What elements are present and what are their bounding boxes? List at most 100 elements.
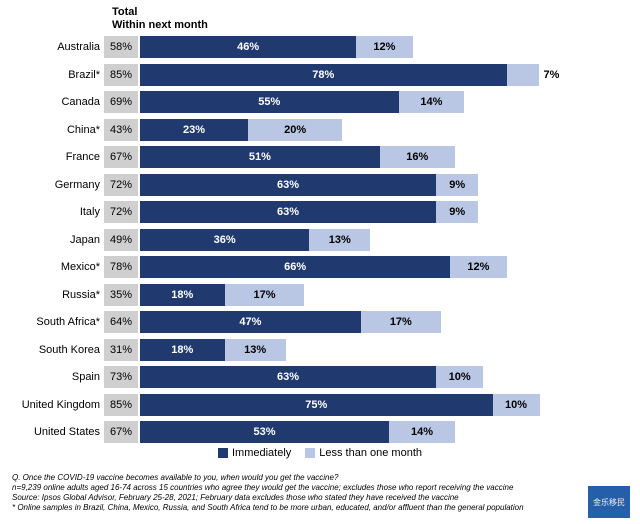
total-cell: 85% (104, 64, 138, 86)
legend-label-immediate: Immediately (232, 447, 291, 459)
bar-segment-ltm: 16% (380, 146, 455, 168)
bar-segment-immediate: 55% (140, 91, 399, 113)
bar-label-ltm: 7% (544, 69, 560, 81)
legend-ltm: Less than one month (305, 447, 422, 459)
bar-track: 51%16% (140, 146, 628, 168)
total-cell: 35% (104, 284, 138, 306)
bar-row: France67%51%16% (12, 146, 628, 168)
bar-segment-immediate: 78% (140, 64, 507, 86)
bar-segment-ltm: 10% (436, 366, 483, 388)
bar-segment-immediate: 63% (140, 174, 436, 196)
bar-segment-immediate: 18% (140, 284, 225, 306)
footnote-line: n=9,239 online adults aged 16-74 across … (12, 483, 628, 493)
bar-segment-ltm: 14% (389, 421, 455, 443)
bar-segment-immediate: 23% (140, 119, 248, 141)
bar-track: 63%9% (140, 174, 628, 196)
bar-track: 46%12% (140, 36, 628, 58)
bar-track: 78%7% (140, 64, 628, 86)
footnote-line: * Online samples in Brazil, China, Mexic… (12, 503, 628, 513)
country-label: South Africa* (12, 316, 104, 328)
bar-row: United States67%53%14% (12, 421, 628, 443)
bar-segment-ltm: 10% (493, 394, 540, 416)
bar-segment-ltm: 17% (361, 311, 441, 333)
chart-header: Total Within next month (112, 6, 628, 32)
country-label: China* (12, 124, 104, 136)
total-cell: 72% (104, 201, 138, 223)
bar-row: Canada69%55%14% (12, 91, 628, 113)
total-cell: 69% (104, 91, 138, 113)
bar-segment-immediate: 46% (140, 36, 356, 58)
bar-segment-ltm: 7% (507, 64, 540, 86)
bar-segment-ltm: 20% (248, 119, 342, 141)
bar-track: 53%14% (140, 421, 628, 443)
total-cell: 64% (104, 311, 138, 333)
watermark-badge: 金乐移民 (588, 486, 630, 518)
country-label: Russia* (12, 289, 104, 301)
bar-row: Brazil*85%78%7% (12, 64, 628, 86)
bar-track: 63%10% (140, 366, 628, 388)
bar-track: 18%13% (140, 339, 628, 361)
bar-segment-ltm: 9% (436, 201, 478, 223)
country-label: South Korea (12, 344, 104, 356)
legend-swatch-ltm (305, 448, 315, 458)
country-label: Spain (12, 371, 104, 383)
total-cell: 67% (104, 146, 138, 168)
bar-segment-immediate: 75% (140, 394, 493, 416)
bar-row: South Korea31%18%13% (12, 339, 628, 361)
bar-row: Mexico*78%66%12% (12, 256, 628, 278)
bar-segment-ltm: 17% (225, 284, 305, 306)
total-cell: 67% (104, 421, 138, 443)
bar-row: Russia*35%18%17% (12, 284, 628, 306)
country-label: Germany (12, 179, 104, 191)
country-label: Australia (12, 41, 104, 53)
bar-track: 47%17% (140, 311, 628, 333)
legend-immediate: Immediately (218, 447, 291, 459)
bar-row: Australia58%46%12% (12, 36, 628, 58)
legend-label-ltm: Less than one month (319, 447, 422, 459)
bar-segment-immediate: 47% (140, 311, 361, 333)
bar-segment-immediate: 63% (140, 366, 436, 388)
bar-segment-immediate: 53% (140, 421, 389, 443)
country-label: United Kingdom (12, 399, 104, 411)
country-label: United States (12, 426, 104, 438)
total-cell: 43% (104, 119, 138, 141)
bar-segment-immediate: 36% (140, 229, 309, 251)
total-cell: 58% (104, 36, 138, 58)
bar-segment-ltm: 13% (309, 229, 370, 251)
bar-row: Italy72%63%9% (12, 201, 628, 223)
bar-row: United Kingdom85%75%10% (12, 394, 628, 416)
total-cell: 49% (104, 229, 138, 251)
bar-segment-immediate: 66% (140, 256, 450, 278)
bar-row: South Africa*64%47%17% (12, 311, 628, 333)
bar-track: 36%13% (140, 229, 628, 251)
bar-segment-ltm: 12% (450, 256, 506, 278)
total-cell: 73% (104, 366, 138, 388)
bar-segment-ltm: 13% (225, 339, 286, 361)
bar-track: 66%12% (140, 256, 628, 278)
legend-swatch-immediate (218, 448, 228, 458)
bar-track: 18%17% (140, 284, 628, 306)
bar-track: 55%14% (140, 91, 628, 113)
chart-rows: Australia58%46%12%Brazil*85%78%7%Canada6… (12, 36, 628, 443)
bar-segment-ltm: 9% (436, 174, 478, 196)
bar-track: 75%10% (140, 394, 628, 416)
bar-segment-immediate: 18% (140, 339, 225, 361)
legend: Immediately Less than one month (12, 447, 628, 459)
country-label: Canada (12, 96, 104, 108)
country-label: Brazil* (12, 69, 104, 81)
total-cell: 72% (104, 174, 138, 196)
footnote-line: Source: Ipsos Global Advisor, February 2… (12, 493, 628, 503)
header-total: Total (112, 6, 628, 19)
bar-row: Spain73%63%10% (12, 366, 628, 388)
stacked-bar-chart: Total Within next month Australia58%46%1… (0, 0, 640, 524)
bar-track: 63%9% (140, 201, 628, 223)
country-label: Italy (12, 206, 104, 218)
footnote-line: Q. Once the COVID-19 vaccine becomes ava… (12, 473, 628, 483)
header-subtitle: Within next month (112, 19, 628, 32)
country-label: Mexico* (12, 261, 104, 273)
total-cell: 78% (104, 256, 138, 278)
total-cell: 31% (104, 339, 138, 361)
country-label: France (12, 151, 104, 163)
bar-segment-ltm: 12% (356, 36, 412, 58)
bar-row: Japan49%36%13% (12, 229, 628, 251)
